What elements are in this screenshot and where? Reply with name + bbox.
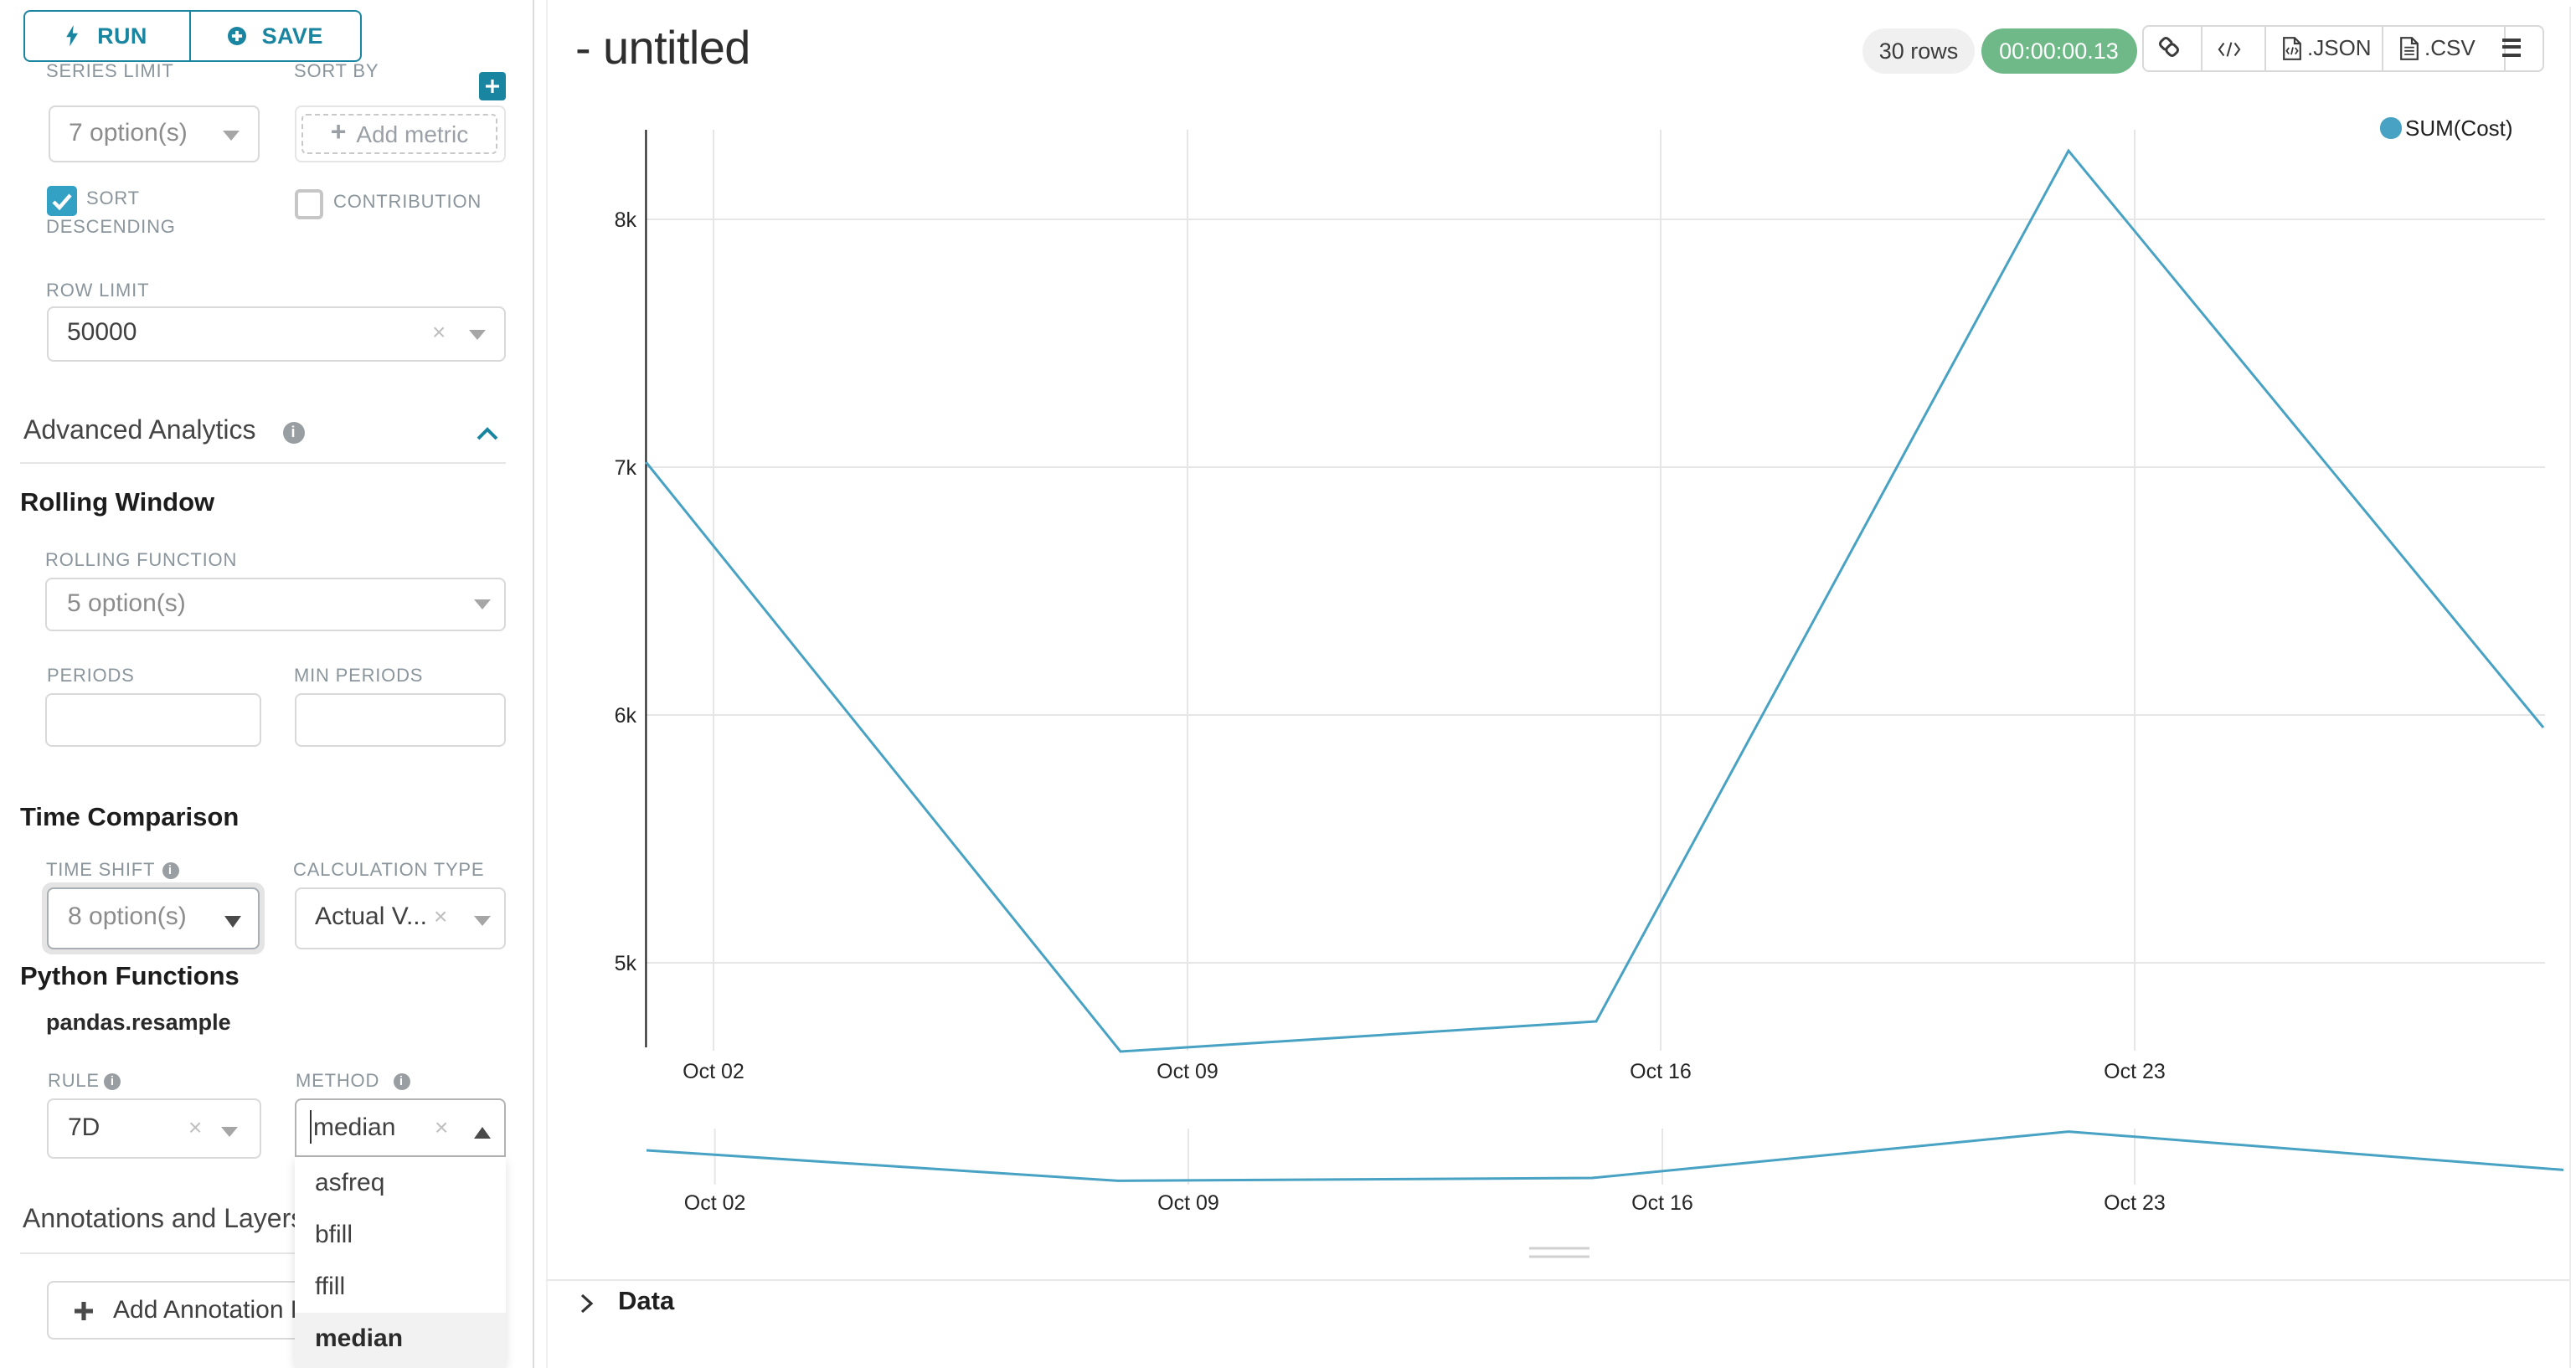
svg-text:Oct 23: Oct 23 bbox=[2104, 1191, 2166, 1215]
svg-text:Oct 09: Oct 09 bbox=[1157, 1060, 1218, 1083]
svg-text:6k: 6k bbox=[615, 704, 637, 728]
svg-text:8k: 8k bbox=[615, 208, 637, 232]
svg-text:Oct 16: Oct 16 bbox=[1630, 1060, 1692, 1083]
svg-text:Oct 16: Oct 16 bbox=[1631, 1191, 1693, 1215]
svg-text:Oct 02: Oct 02 bbox=[684, 1191, 746, 1215]
svg-text:Oct 23: Oct 23 bbox=[2104, 1060, 2166, 1083]
svg-text:Oct 09: Oct 09 bbox=[1157, 1191, 1219, 1215]
svg-text:5k: 5k bbox=[615, 952, 637, 975]
svg-text:Oct 02: Oct 02 bbox=[683, 1060, 744, 1083]
svg-text:7k: 7k bbox=[615, 456, 637, 480]
